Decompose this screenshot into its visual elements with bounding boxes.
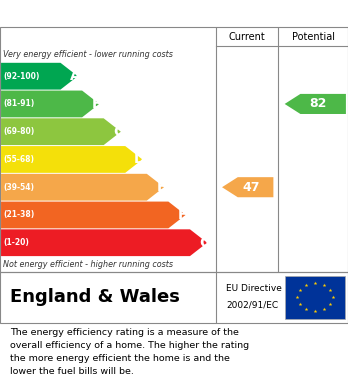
Text: Energy Efficiency Rating: Energy Efficiency Rating bbox=[10, 6, 220, 21]
Text: EU Directive: EU Directive bbox=[226, 283, 282, 292]
Polygon shape bbox=[222, 177, 274, 197]
Text: Current: Current bbox=[229, 32, 266, 41]
Text: (21-38): (21-38) bbox=[3, 210, 35, 219]
Text: Not energy efficient - higher running costs: Not energy efficient - higher running co… bbox=[3, 260, 174, 269]
Text: (69-80): (69-80) bbox=[3, 127, 35, 136]
Text: (55-68): (55-68) bbox=[3, 155, 34, 164]
Polygon shape bbox=[1, 146, 142, 173]
Text: (92-100): (92-100) bbox=[3, 72, 40, 81]
Text: (81-91): (81-91) bbox=[3, 99, 35, 108]
Polygon shape bbox=[1, 91, 99, 117]
Text: C: C bbox=[113, 125, 124, 139]
Bar bbox=[285, 276, 345, 319]
Text: England & Wales: England & Wales bbox=[10, 288, 180, 306]
Text: The energy efficiency rating is a measure of the
overall efficiency of a home. T: The energy efficiency rating is a measur… bbox=[10, 328, 250, 376]
Text: 47: 47 bbox=[242, 181, 260, 194]
Polygon shape bbox=[1, 63, 78, 90]
Polygon shape bbox=[285, 94, 346, 114]
Text: E: E bbox=[157, 180, 166, 194]
Text: D: D bbox=[134, 152, 145, 167]
Text: F: F bbox=[178, 208, 188, 222]
Text: B: B bbox=[92, 97, 102, 111]
Polygon shape bbox=[1, 202, 185, 228]
Polygon shape bbox=[1, 118, 121, 145]
Text: G: G bbox=[199, 236, 210, 250]
Polygon shape bbox=[1, 230, 207, 256]
Text: 2002/91/EC: 2002/91/EC bbox=[226, 300, 278, 309]
Text: (39-54): (39-54) bbox=[3, 183, 34, 192]
Text: A: A bbox=[70, 69, 80, 83]
Text: (1-20): (1-20) bbox=[3, 238, 29, 247]
Text: Very energy efficient - lower running costs: Very energy efficient - lower running co… bbox=[3, 50, 173, 59]
Text: Potential: Potential bbox=[292, 32, 335, 41]
Polygon shape bbox=[1, 174, 164, 201]
Text: 82: 82 bbox=[310, 97, 327, 110]
